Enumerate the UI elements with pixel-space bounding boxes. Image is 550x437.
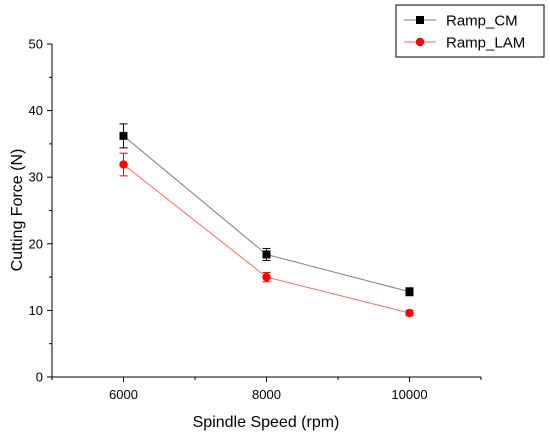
y-axis-title: Cutting Force (N) [9, 149, 26, 272]
axes: 0 10 20 30 40 50 6000 8000 10000 [29, 37, 482, 402]
x-tick-label: 10000 [391, 387, 427, 402]
x-tick-label: 8000 [252, 387, 281, 402]
legend-label: Ramp_LAM [446, 35, 525, 52]
legend: Ramp_CM Ramp_LAM [395, 4, 545, 58]
data-point [405, 308, 414, 318]
y-tick-label: 50 [29, 37, 43, 52]
data-point [119, 160, 128, 169]
y-tick-label: 10 [29, 303, 43, 318]
data-point [119, 131, 128, 140]
legend-marker [416, 16, 424, 24]
data-point [262, 250, 271, 259]
legend-marker [415, 37, 425, 47]
legend-box [395, 4, 545, 58]
y-tick-label: 40 [29, 103, 43, 118]
data-point [262, 272, 271, 282]
x-axis-title: Spindle Speed (rpm) [193, 414, 340, 431]
series-line-Ramp_LAM [123, 164, 410, 314]
series-line-Ramp_CM [123, 135, 410, 293]
y-tick-label: 20 [29, 236, 43, 251]
y-tick-label: 0 [36, 370, 43, 385]
data-point [405, 287, 414, 296]
x-tick-label: 6000 [109, 387, 138, 402]
y-tick-label: 30 [29, 170, 43, 185]
legend-label: Ramp_CM [446, 13, 518, 30]
plot-area [119, 123, 414, 318]
